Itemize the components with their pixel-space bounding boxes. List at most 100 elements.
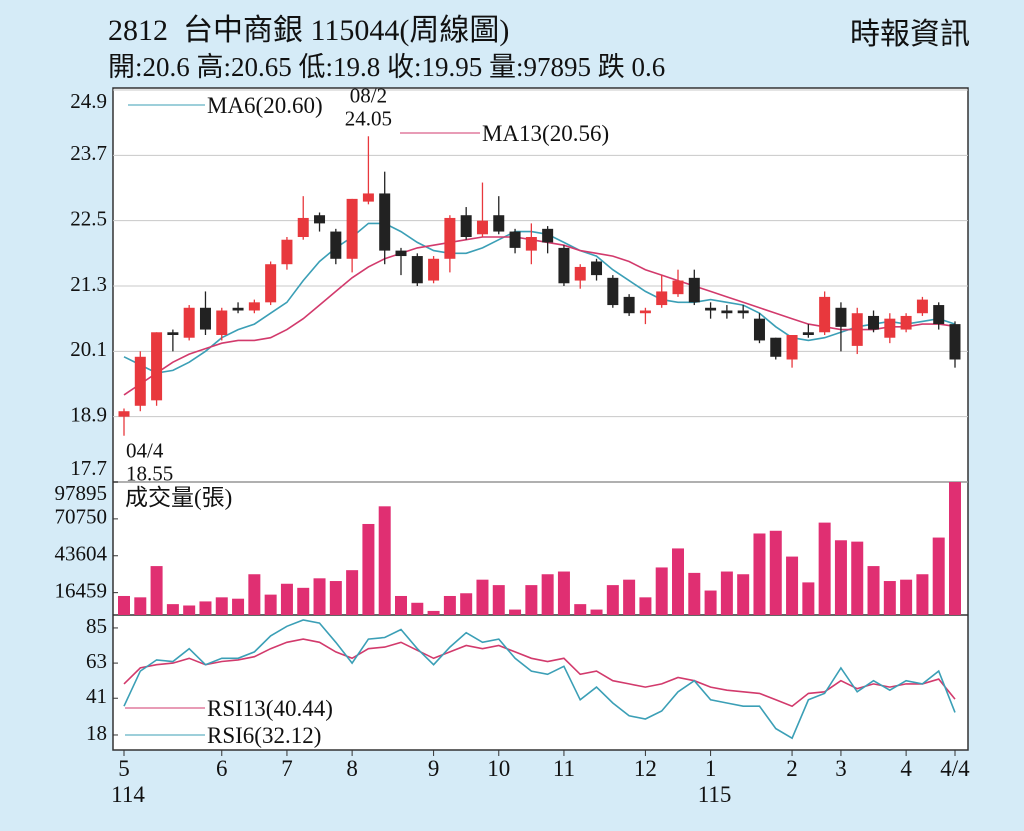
x-tick-label: 4/4 [940,756,970,781]
volume-bar [867,566,880,615]
candle-body [558,247,570,284]
y-tick-label: 43604 [55,542,108,566]
y-tick-label: 85 [86,614,107,638]
volume-bar [411,602,424,615]
candle-body [721,310,733,314]
candle-body [770,337,782,357]
volume-bar [655,567,668,615]
volume-bar [313,578,326,615]
volume-bar [883,581,896,615]
volume-bar [851,541,864,615]
candle-body [916,299,928,314]
volume-bar [541,574,554,615]
candle-body [542,228,554,243]
candle-body [216,310,228,335]
source: 時報資訊 [850,18,970,51]
y-tick-label: 24.9 [70,89,107,113]
candle-body [851,313,863,346]
chart-subtitle: 開:20.6 高:20.65 低:19.8 收:19.95 量:97895 跌 … [108,52,665,82]
candle-body [265,264,277,303]
volume-bar [737,574,750,615]
volume-bar [720,571,733,615]
candle-body [330,231,342,259]
candle-body [705,307,717,311]
year-label: 114 [111,782,145,807]
candle-body [786,335,798,360]
line-series [123,236,956,396]
candle-body [753,318,765,341]
candle-body [183,307,195,338]
candle-body [933,305,945,325]
plot-area [112,87,969,751]
volume-bar [525,585,538,615]
volume-bar [574,604,587,615]
volume-bar [639,597,652,615]
candle-body [688,277,700,303]
candle-body [476,220,488,235]
volume-bar [606,585,619,615]
legend-label: RSI6(32.12) [207,723,321,748]
volume-bar [248,574,261,615]
candle-body [835,307,847,327]
volume-bar [590,609,603,615]
x-tick-label: 8 [346,756,358,781]
candle-body [591,261,603,276]
candle-body [509,231,521,248]
volume-bar [900,579,913,615]
candle-body [900,315,912,330]
candle-body [639,310,651,314]
volume-bar [786,556,799,615]
volume-bar [297,587,310,615]
volume-bar [557,571,570,615]
volume-bar [166,604,179,615]
candle-body [118,411,130,417]
y-tick-label: 18.9 [70,402,107,426]
candle-body [574,266,586,281]
candle-body [346,198,358,259]
x-tick-label: 12 [634,756,657,781]
volume-bar [509,609,522,615]
x-tick-label: 7 [281,756,293,781]
chart-title: 2812 台中商銀 115044(周線圖) [108,14,509,47]
annotation-value: 18.55 [126,462,173,486]
volume-bar [492,585,505,615]
volume-bar [818,522,831,615]
y-tick-label: 41 [86,684,107,708]
candle-body [607,277,619,306]
legend-label: RSI13(40.44) [207,696,333,721]
volume-bar [183,605,196,615]
volume-bar [264,594,277,615]
candle-body [248,302,260,311]
candle-body [362,193,374,202]
x-tick-label: 10 [487,756,510,781]
candle-body [737,310,749,314]
volume-bar [443,595,456,615]
volume-bar [362,523,375,615]
x-tick-label: 6 [216,756,228,781]
candle-body [444,217,456,259]
candle-body [525,237,537,251]
volume-bar [460,593,473,615]
candle-body [297,217,309,237]
x-tick-label: 11 [553,756,575,781]
volume-bar [232,598,245,615]
volume-bar [395,595,407,615]
volume-bar [769,530,782,615]
volume-bar [932,537,945,615]
candle-body [460,215,472,237]
y-tick-label: 17.7 [70,456,107,480]
candle-body [949,324,961,360]
volume-bar [476,579,489,615]
candle-body [623,296,635,314]
x-tick-label: 5 [118,756,130,781]
candle-body [314,215,326,224]
x-tick-label: 9 [428,756,440,781]
legend-label: 成交量(張) [125,485,232,510]
y-tick-label: 63 [86,649,107,673]
y-tick-label: 16459 [55,578,108,602]
candle-body [868,315,880,330]
legend-label: MA13(20.56) [482,121,609,146]
volume-bar [215,597,228,615]
volume-bar [704,590,717,615]
annotation-date: 08/2 [350,83,387,107]
